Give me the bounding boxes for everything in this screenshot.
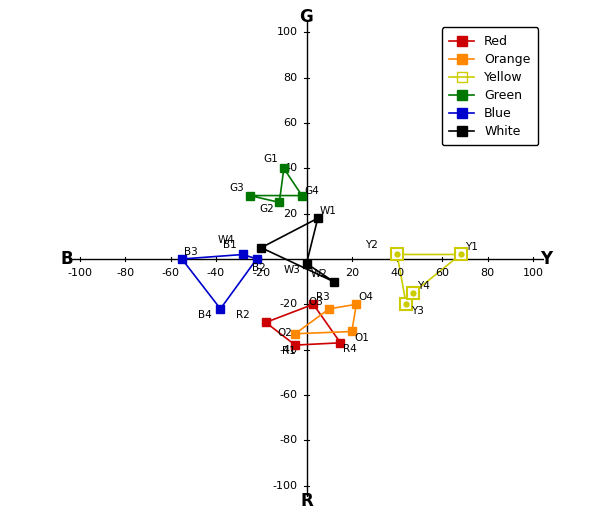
Text: R1: R1	[281, 347, 295, 356]
Text: -100: -100	[67, 268, 93, 278]
Text: R: R	[300, 492, 313, 510]
Text: 60: 60	[283, 118, 297, 128]
Text: -40: -40	[280, 344, 297, 355]
Text: Y4: Y4	[417, 281, 430, 291]
Text: G1: G1	[264, 154, 278, 164]
Text: B1: B1	[223, 240, 237, 250]
Text: G2: G2	[259, 204, 273, 214]
Text: B4: B4	[198, 310, 211, 320]
Text: -80: -80	[280, 435, 297, 445]
Text: Y: Y	[540, 250, 552, 268]
Text: R4: R4	[343, 344, 357, 354]
Text: -80: -80	[116, 268, 134, 278]
Text: O3: O3	[309, 297, 324, 307]
Text: 100: 100	[276, 27, 297, 37]
Text: 100: 100	[522, 268, 544, 278]
Text: 40: 40	[283, 163, 297, 174]
Text: B2: B2	[252, 263, 266, 272]
Text: R3: R3	[316, 292, 329, 302]
Text: O2: O2	[277, 328, 292, 338]
Text: O1: O1	[354, 333, 369, 343]
Text: 80: 80	[283, 73, 297, 83]
Text: 40: 40	[390, 268, 404, 278]
Text: W1: W1	[320, 206, 337, 216]
Text: O4: O4	[359, 292, 373, 302]
Text: -40: -40	[207, 268, 225, 278]
Text: R2: R2	[236, 310, 250, 320]
Text: W2: W2	[311, 269, 328, 279]
Legend: Red, Orange, Yellow, Green, Blue, White: Red, Orange, Yellow, Green, Blue, White	[442, 27, 538, 146]
Text: Y3: Y3	[411, 306, 424, 315]
Text: W3: W3	[284, 265, 301, 275]
Text: G4: G4	[304, 185, 319, 196]
Text: 60: 60	[435, 268, 449, 278]
Text: -100: -100	[272, 481, 297, 491]
Text: B3: B3	[184, 247, 198, 257]
Text: Y1: Y1	[465, 242, 478, 252]
Text: 20: 20	[345, 268, 359, 278]
Text: W4: W4	[218, 235, 235, 246]
Text: Y2: Y2	[365, 240, 378, 250]
Text: B: B	[61, 250, 73, 268]
Text: 20: 20	[283, 209, 297, 219]
Text: G: G	[300, 8, 313, 26]
Text: -20: -20	[252, 268, 270, 278]
Text: -60: -60	[280, 390, 297, 400]
Text: G3: G3	[229, 183, 244, 193]
Text: 80: 80	[481, 268, 495, 278]
Text: -20: -20	[280, 299, 297, 309]
Text: -60: -60	[162, 268, 180, 278]
